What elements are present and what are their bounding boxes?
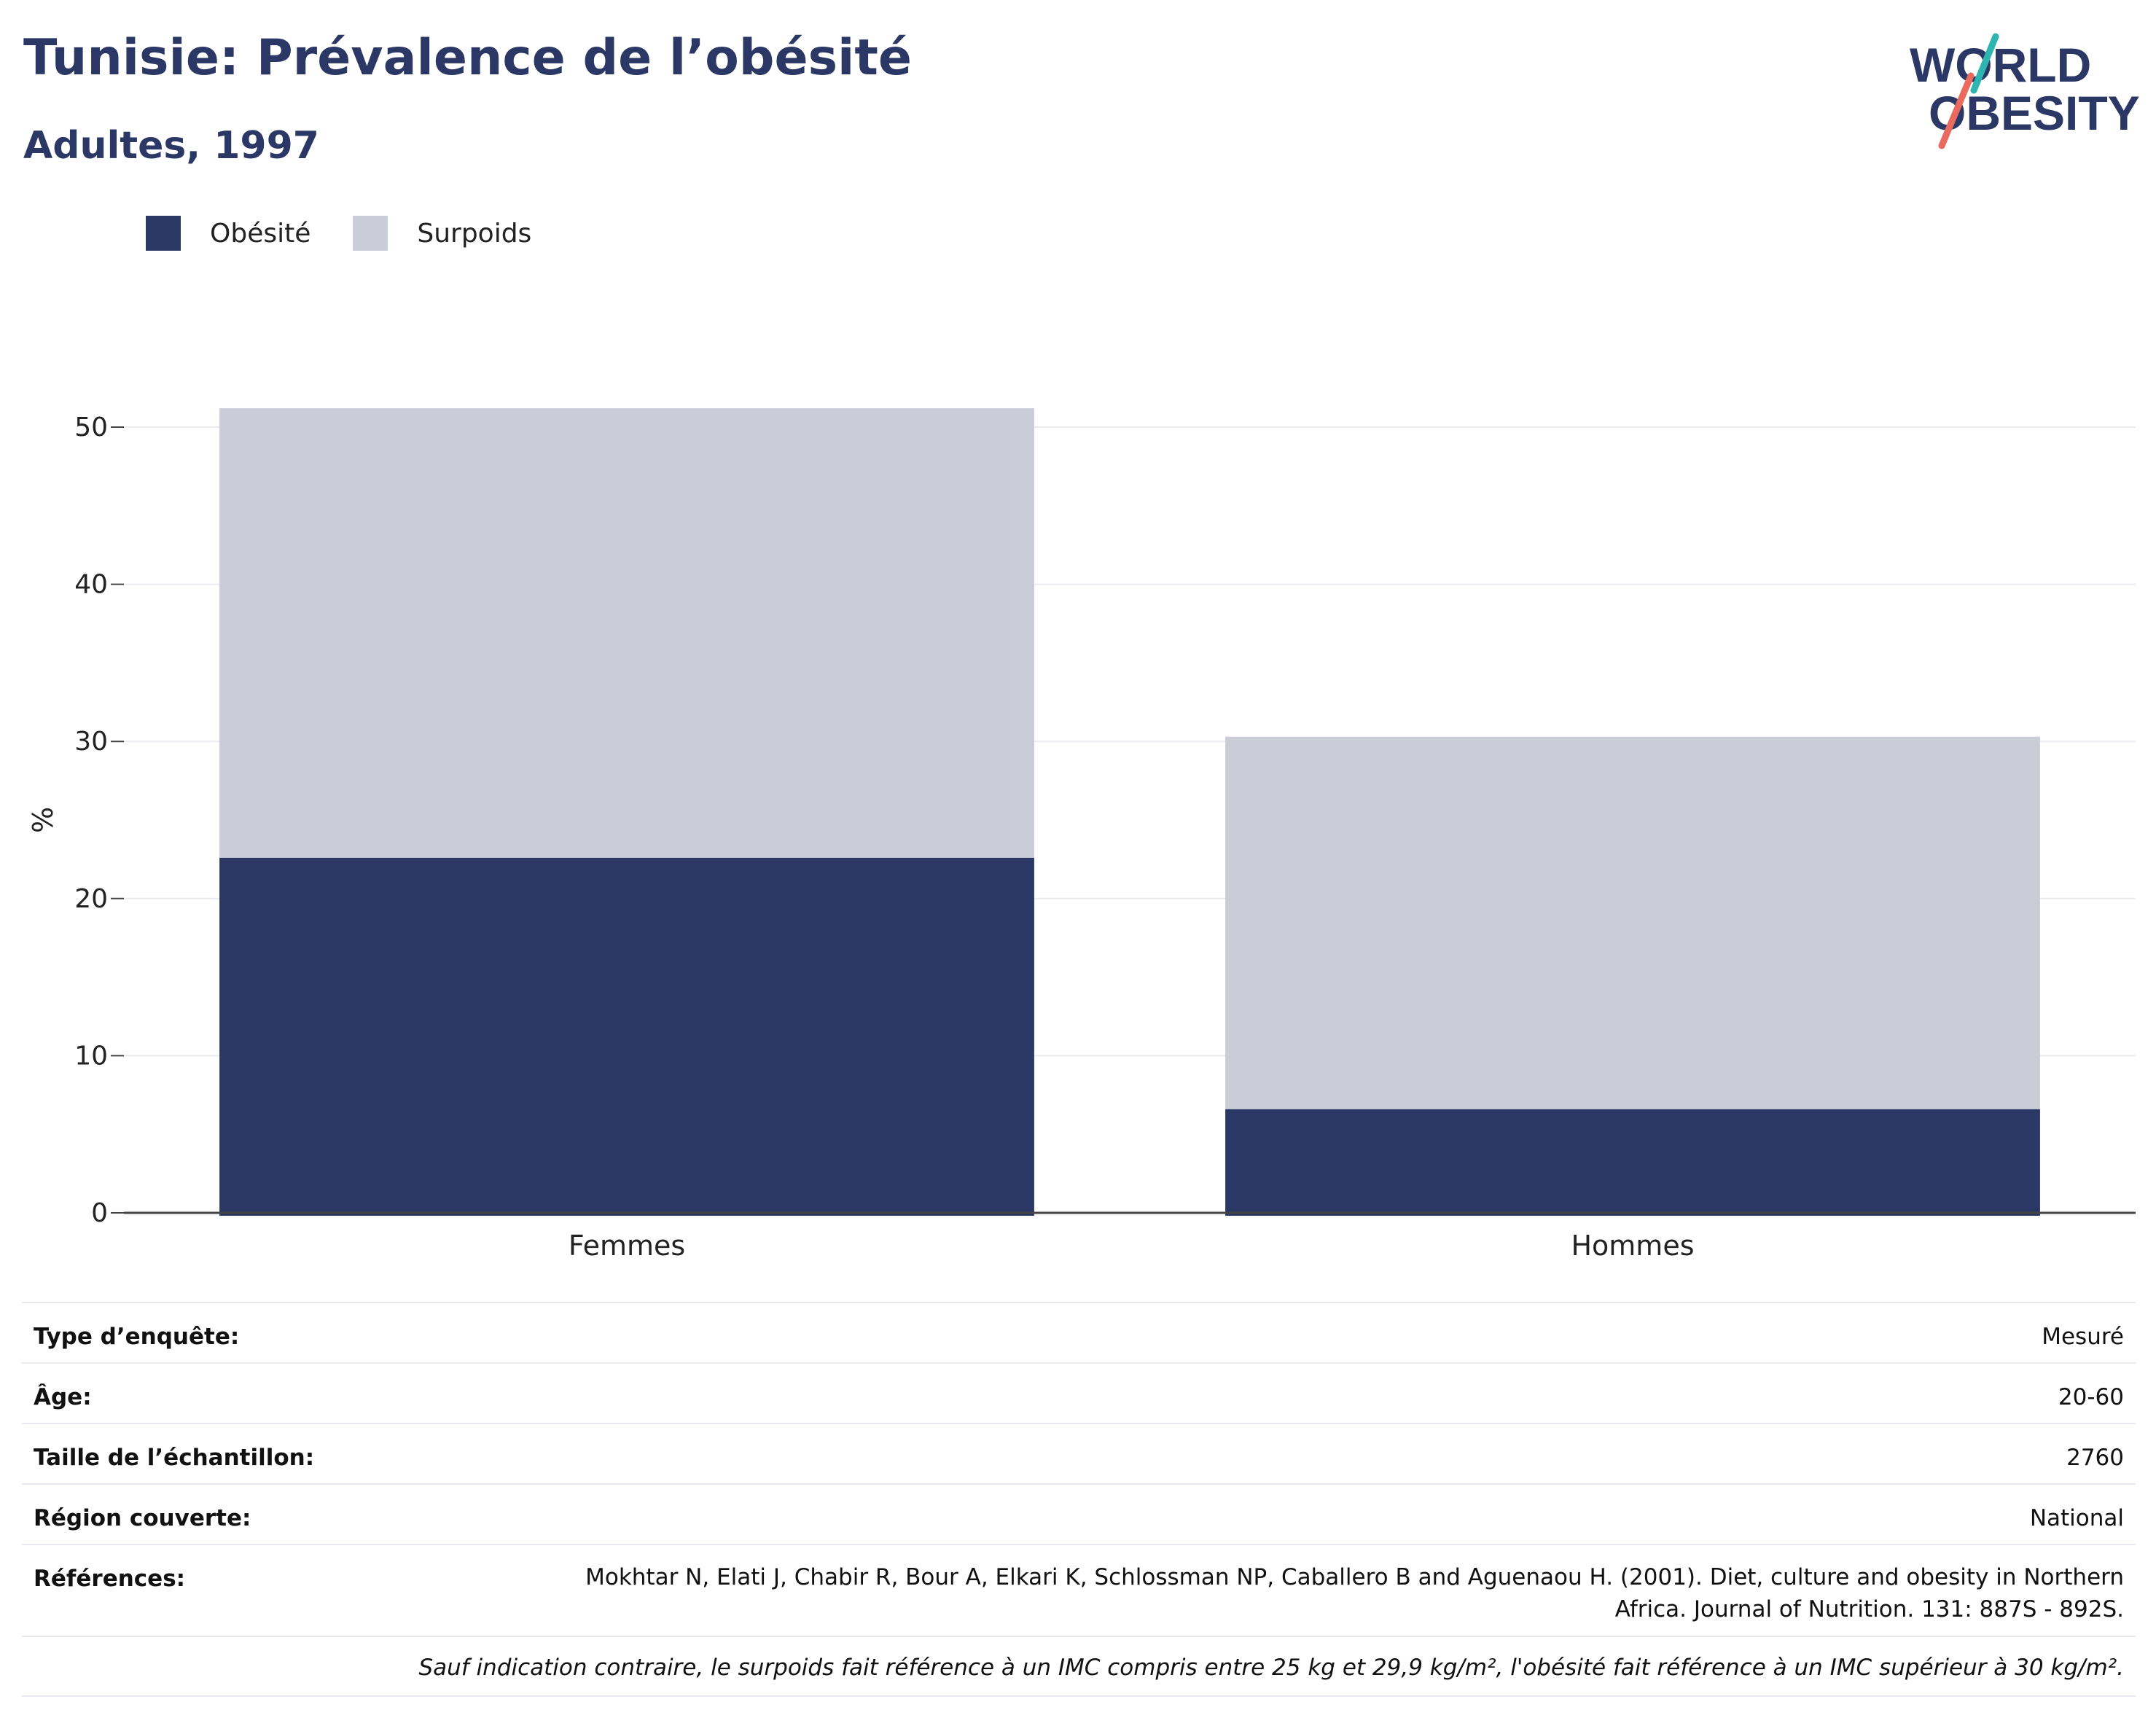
info-label: Région couverte: bbox=[34, 1505, 251, 1531]
logo-line1: WORLD bbox=[1910, 38, 2091, 92]
info-row-sample-size: Taille de l’échantillon: 2760 bbox=[22, 1423, 2136, 1483]
info-label: Âge: bbox=[34, 1384, 92, 1410]
bar-obesity-femmes bbox=[219, 857, 1034, 1216]
y-tick-label: 30 bbox=[74, 727, 108, 757]
bar-obesity-hommes bbox=[1225, 1109, 2040, 1216]
bar-overweight-femmes bbox=[219, 408, 1034, 858]
x-tick-label: Hommes bbox=[1571, 1230, 1694, 1262]
info-label: Références: bbox=[34, 1566, 186, 1592]
info-row-age: Âge: 20-60 bbox=[22, 1362, 2136, 1423]
info-value: National bbox=[2029, 1505, 2124, 1531]
survey-info-table: Type d’enquête: Mesuré Âge: 20-60 Taille… bbox=[22, 1302, 2136, 1697]
y-tick-label: 0 bbox=[91, 1198, 108, 1228]
y-tick-label: 40 bbox=[74, 570, 108, 600]
references-line1: Mokhtar N, Elati J, Chabir R, Bour A, El… bbox=[585, 1564, 2124, 1590]
y-tick-label: 50 bbox=[74, 413, 108, 442]
y-tick-label: 20 bbox=[74, 884, 108, 914]
y-axis-label: % bbox=[27, 807, 59, 833]
info-value: Mesuré bbox=[2042, 1324, 2124, 1350]
info-row-survey-type: Type d’enquête: Mesuré bbox=[22, 1302, 2136, 1362]
info-label: Type d’enquête: bbox=[34, 1324, 240, 1350]
legend-swatch-obesity bbox=[146, 216, 181, 251]
info-label: Taille de l’échantillon: bbox=[34, 1445, 315, 1471]
y-tick-label: 10 bbox=[74, 1041, 108, 1071]
legend-swatch-overweight bbox=[353, 216, 388, 251]
legend-label-obesity: Obésité bbox=[210, 218, 311, 249]
page-title: Tunisie: Prévalence de l’obésité bbox=[23, 29, 912, 87]
references-text: Mokhtar N, Elati J, Chabir R, Bour A, El… bbox=[585, 1561, 2124, 1625]
page-subtitle: Adultes, 1997 bbox=[23, 124, 319, 168]
chart-legend: Obésité Surpoids bbox=[146, 216, 574, 251]
references-line2: Africa. Journal of Nutrition. 131: 887S … bbox=[1614, 1596, 2124, 1622]
legend-label-overweight: Surpoids bbox=[417, 218, 532, 249]
info-value: 2760 bbox=[2066, 1445, 2124, 1471]
info-row-references: Références: Mokhtar N, Elati J, Chabir R… bbox=[22, 1544, 2136, 1636]
x-tick-label: Femmes bbox=[569, 1230, 685, 1262]
stacked-bar-chart: 0 10 20 30 40 50% Femmes Hommes bbox=[27, 408, 2136, 1262]
bar-overweight-hommes bbox=[1225, 736, 2040, 1109]
definition-note: Sauf indication contraire, le surpoids f… bbox=[22, 1636, 2136, 1697]
world-obesity-logo: WORLD OBESITY bbox=[1910, 33, 2140, 149]
info-row-region: Région couverte: National bbox=[22, 1483, 2136, 1544]
info-value: 20-60 bbox=[2058, 1384, 2124, 1410]
